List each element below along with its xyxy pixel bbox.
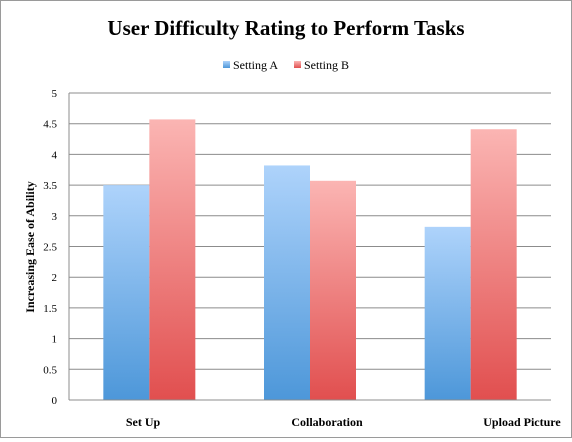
bar-setting-b-set-up [149, 119, 196, 400]
bar-setting-b-upload-picture [470, 129, 517, 400]
bars [103, 119, 517, 400]
y-tick-label: 3 [52, 211, 58, 223]
y-tick-label: 2.5 [43, 242, 57, 254]
y-tick-label: 0.5 [43, 364, 57, 376]
y-tick-label: 1.5 [43, 303, 57, 315]
chart-title: User Difficulty Rating to Perform Tasks [107, 16, 464, 40]
bar-setting-a-collaboration [264, 165, 310, 400]
legend-swatch [294, 61, 301, 68]
y-tick-label: 5 [52, 88, 58, 100]
y-axis-title: Increasing Ease of Ability [23, 181, 37, 312]
y-tick-label: 2 [52, 272, 58, 284]
legend-label: Setting B [304, 58, 349, 72]
y-tick-label: 4 [52, 149, 58, 161]
y-tick-label: 0 [52, 395, 58, 407]
category-label: Set Up [126, 415, 161, 429]
legend-label: Setting A [233, 58, 278, 72]
y-tick-labels: 0 0.5 1 1.5 2 2.5 3 3.5 4 4.5 5 [43, 88, 57, 407]
bar-setting-a-upload-picture [424, 226, 471, 400]
category-label: Collaboration [291, 415, 363, 429]
y-tick-label: 4.5 [43, 119, 57, 131]
legend-swatch [223, 61, 230, 68]
legend: Setting A Setting B [223, 58, 349, 72]
bar-setting-a-set-up [103, 185, 150, 400]
y-tick-label: 1 [52, 334, 58, 346]
bar-setting-b-collaboration [310, 180, 356, 400]
y-tick-label: 3.5 [43, 180, 57, 192]
category-label: Upload Picture [483, 415, 561, 429]
category-labels: Set Up Collaboration Upload Picture [126, 415, 562, 429]
